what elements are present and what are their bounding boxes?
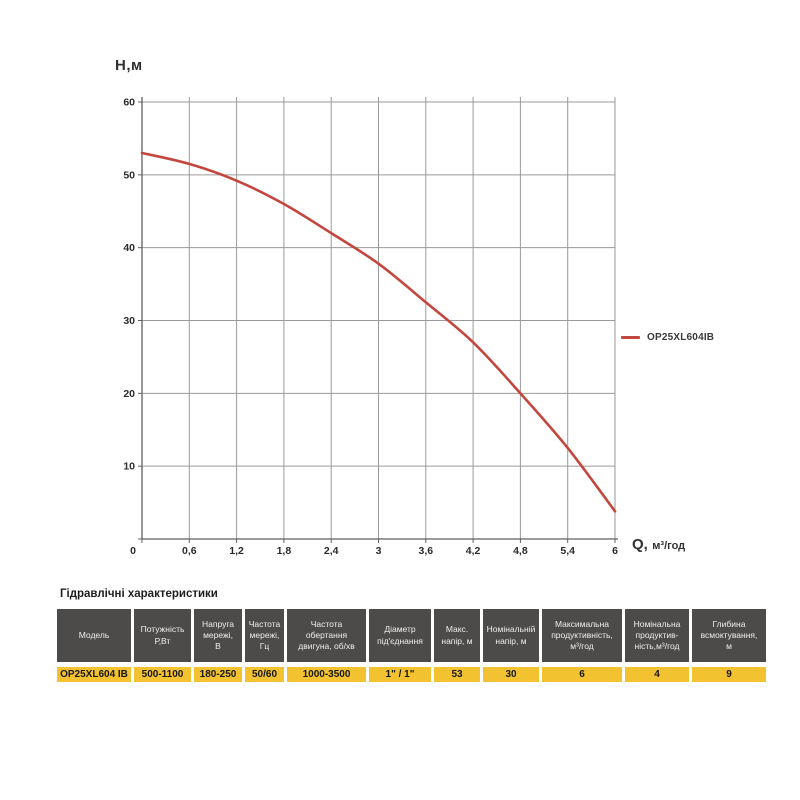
hydraulic-specs-table: Модель Потужність Р,Вт Напруга мережі, В Ча… xyxy=(57,609,766,682)
table-value-cell: 1" / 1" xyxy=(369,667,431,682)
table-title: Гідравлічні характеристики xyxy=(60,588,218,600)
x-tick-label: 4,2 xyxy=(466,545,481,557)
pump-curve-chart: 0,6 1,2 1,8 2,4 3 3,6 4,2 4,8 5,4 6 0 10 20 30 40 50 60 … xyxy=(115,57,714,558)
x-tick-label: 5,4 xyxy=(560,545,575,557)
table-header-cell: Діаметр під'єднання xyxy=(369,609,431,662)
table-header-cell: Напруга мережі, В xyxy=(194,609,242,662)
table-value-cell: OP25XL604 IB xyxy=(57,667,131,682)
x-tick-label: 2,4 xyxy=(324,545,339,557)
y-tick-label: 60 xyxy=(123,97,135,109)
x-tick-label: 3 xyxy=(376,545,382,557)
y-axis-label: Н,м xyxy=(115,57,143,74)
x-tick-label: 1,2 xyxy=(229,545,244,557)
table-value-cell: 50/60 xyxy=(245,667,284,682)
table-header-cell: Максимальна продуктивність, м³/год xyxy=(542,609,622,662)
y-tick-label: 50 xyxy=(123,169,135,181)
x-axis-label-units: м³/год xyxy=(652,540,686,552)
table-value-cell: 4 xyxy=(625,667,689,682)
x-axis-label: Q, м³/год xyxy=(632,536,685,554)
legend-label: OP25XL604IB xyxy=(647,332,715,343)
x-tick-label: 1,8 xyxy=(277,545,292,557)
table-header-cell: Макс. напір, м xyxy=(434,609,480,662)
table-header-cell: Потужність Р,Вт xyxy=(134,609,191,662)
y-tick-label: 20 xyxy=(123,388,135,400)
y-tick-label: 10 xyxy=(123,461,135,473)
table-header-cell: Модель xyxy=(57,609,131,662)
table-header-cell: Номінальній напір, м xyxy=(483,609,539,662)
pump-curve xyxy=(140,151,617,513)
table-header-cell: Глибина всмоктування, м xyxy=(692,609,766,662)
x-tick-label: 0,6 xyxy=(182,545,197,557)
origin-tick-label: 0 xyxy=(130,545,136,557)
table-value-cell: 53 xyxy=(434,667,480,682)
table-value-cell: 180-250 xyxy=(194,667,242,682)
x-tick-label: 6 xyxy=(612,545,618,557)
table-value-cell: 30 xyxy=(483,667,539,682)
legend-line-swatch xyxy=(621,336,640,339)
table-header-cell: Частота обертання двигуна, об/хв xyxy=(287,609,366,662)
x-axis-label-symbol: Q, xyxy=(632,536,648,553)
x-tick-label: 4,8 xyxy=(513,545,528,557)
table-value-cell: 1000-3500 xyxy=(287,667,366,682)
y-tick-label: 30 xyxy=(123,315,135,327)
table-header-cell: Номінальна продуктив- ність,м³/год xyxy=(625,609,689,662)
table-value-cell: 6 xyxy=(542,667,622,682)
x-tick-label: 3,6 xyxy=(418,545,433,557)
legend: OP25XL604IB xyxy=(621,332,714,343)
y-tick-label: 40 xyxy=(123,242,135,254)
table-value-cell: 500-1100 xyxy=(134,667,191,682)
table-header-cell: Частота мережі, Гц xyxy=(245,609,284,662)
table-value-cell: 9 xyxy=(692,667,766,682)
